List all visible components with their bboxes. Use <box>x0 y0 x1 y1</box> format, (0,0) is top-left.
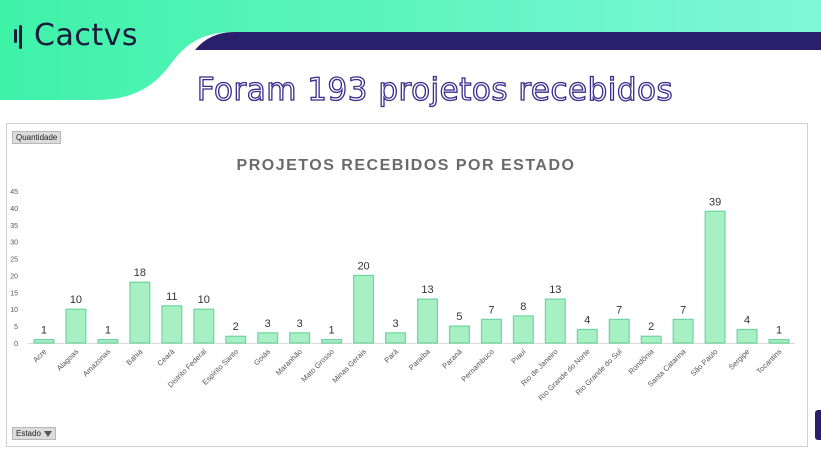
y-tick-label: 0 <box>14 341 18 348</box>
data-label: 18 <box>134 267 146 279</box>
data-label: 7 <box>616 304 622 316</box>
y-tick-label: 10 <box>10 307 18 314</box>
y-tick-label: 20 <box>10 273 18 280</box>
bar <box>321 339 343 344</box>
x-tick-label: Ceará <box>155 346 176 367</box>
data-label: 13 <box>421 284 433 296</box>
x-tick-label: Bahia <box>124 346 145 367</box>
side-tab <box>815 410 821 440</box>
value-field-button[interactable]: Quantidade <box>12 131 62 144</box>
brand-name: Cactvs <box>34 18 138 53</box>
y-tick-label: 5 <box>14 324 18 331</box>
x-tick-label: Paraná <box>440 346 464 370</box>
bar <box>225 335 247 344</box>
data-label: 11 <box>166 291 177 303</box>
x-tick-label: Goiás <box>252 347 272 367</box>
row-field-filter-button[interactable]: Estado <box>12 427 56 440</box>
filter-dropdown-icon[interactable] <box>43 430 52 437</box>
row-field-label: Estado <box>16 429 41 438</box>
y-tick-label: 25 <box>10 257 18 264</box>
bar <box>193 308 215 344</box>
data-label: 4 <box>584 314 590 326</box>
x-tick-label: Minas Gerais <box>330 347 368 385</box>
bar <box>129 281 151 344</box>
data-label: 20 <box>357 260 369 272</box>
x-tick-label: Rondônia <box>627 346 657 376</box>
bar <box>257 332 279 344</box>
x-tick-label: Pará <box>382 346 400 364</box>
data-label: 2 <box>233 321 239 333</box>
bar <box>736 328 758 344</box>
data-label: 3 <box>392 318 398 330</box>
page-headline: Foram 193 projetos recebidos <box>196 71 674 108</box>
bar <box>576 328 598 344</box>
bar <box>33 339 55 344</box>
data-label: 1 <box>105 325 111 337</box>
data-label: 7 <box>680 304 686 316</box>
x-tick-label: Paraíba <box>407 346 433 372</box>
y-tick-label: 15 <box>10 290 18 297</box>
y-tick-label: 40 <box>10 206 18 213</box>
data-label: 39 <box>709 196 721 208</box>
x-tick-label: Acre <box>31 347 48 364</box>
bar <box>512 315 534 344</box>
bar <box>289 332 311 344</box>
y-tick-label: 45 <box>10 189 18 196</box>
x-tick-label: Amazonas <box>81 347 113 379</box>
cactus-bars-icon <box>14 23 28 49</box>
y-tick-label: 35 <box>10 223 18 230</box>
bar <box>640 335 662 344</box>
y-tick-label: 30 <box>10 240 18 247</box>
x-tick-label: Tocantins <box>755 347 784 376</box>
bar <box>480 318 502 344</box>
x-tick-label: Alagoas <box>55 347 81 373</box>
x-tick-label: Pernambuco <box>459 347 495 383</box>
data-label: 1 <box>329 325 335 337</box>
x-tick-label: São Paulo <box>689 347 720 378</box>
data-label: 5 <box>456 311 462 323</box>
data-label: 3 <box>297 318 303 330</box>
data-label: 3 <box>265 318 271 330</box>
bar <box>768 339 790 344</box>
bar <box>353 274 375 344</box>
data-label: 13 <box>549 284 561 296</box>
data-label: 8 <box>520 301 526 313</box>
data-label: 4 <box>744 314 750 326</box>
bar <box>704 210 726 344</box>
brand-logo: Cactvs <box>14 18 138 53</box>
value-field-label: Quantidade <box>16 133 58 142</box>
data-label: 10 <box>70 294 82 306</box>
bar <box>161 305 183 344</box>
data-label: 1 <box>41 325 47 337</box>
chart-title: PROJETOS RECEBIDOS POR ESTADO <box>236 157 576 174</box>
bar <box>544 298 566 344</box>
x-tick-label: Maranhão <box>274 347 304 377</box>
bar <box>672 318 694 344</box>
data-label: 1 <box>776 325 782 337</box>
header-banner <box>0 0 821 100</box>
bar <box>608 318 630 344</box>
data-label: 7 <box>488 304 494 316</box>
bar <box>416 298 438 344</box>
bar <box>385 332 407 344</box>
data-label: 2 <box>648 321 654 333</box>
bar <box>448 325 470 344</box>
data-label: 10 <box>198 294 210 306</box>
bar <box>65 308 87 344</box>
x-tick-label: Sergipe <box>727 347 752 372</box>
bar <box>97 339 119 344</box>
x-tick-label: Piauí <box>509 346 528 365</box>
